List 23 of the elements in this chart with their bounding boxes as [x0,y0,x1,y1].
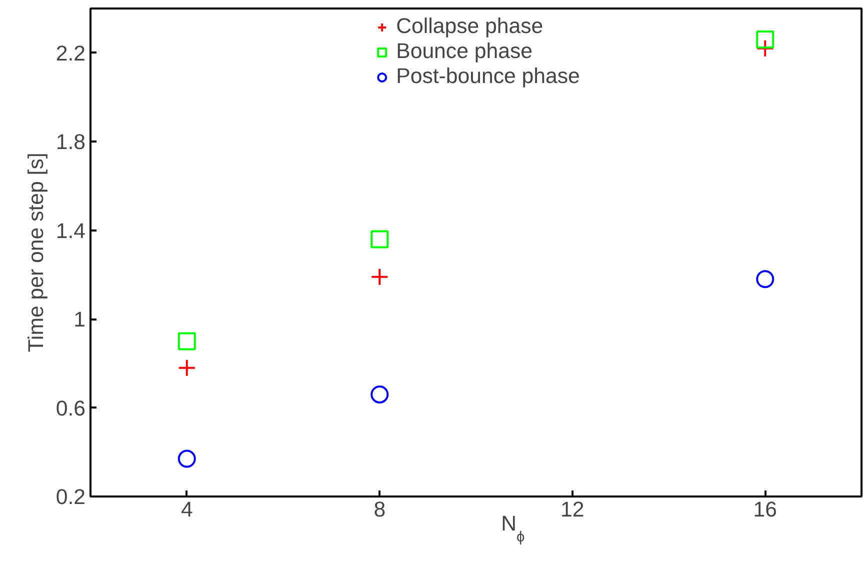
point [756,30,774,49]
y-tick-label: 0.6 [56,396,86,420]
x-tick-label: 8 [374,498,386,522]
x-tick-label: 12 [560,498,584,522]
y-tick-label: 1.8 [56,130,86,154]
point [370,268,389,286]
y-tick-label: 1.4 [56,218,86,243]
y-tick-label: 0.2 [56,485,86,509]
legend-label: Collapse phase [396,14,544,39]
y-axis-title: Time per one step [s] [24,152,48,352]
y-tick-label: 1 [74,308,86,332]
point [370,385,389,404]
point [756,270,774,288]
point [178,332,196,350]
x-tick-label: 4 [180,498,193,522]
point [178,358,196,377]
point [756,39,774,58]
legend-label: Bounce phase [396,39,532,64]
legend-label: Post-bounce phase [396,64,580,89]
point [178,450,196,468]
x-tick-label: 16 [753,498,777,522]
y-tick-label: 2.2 [56,41,86,66]
point [370,230,389,248]
